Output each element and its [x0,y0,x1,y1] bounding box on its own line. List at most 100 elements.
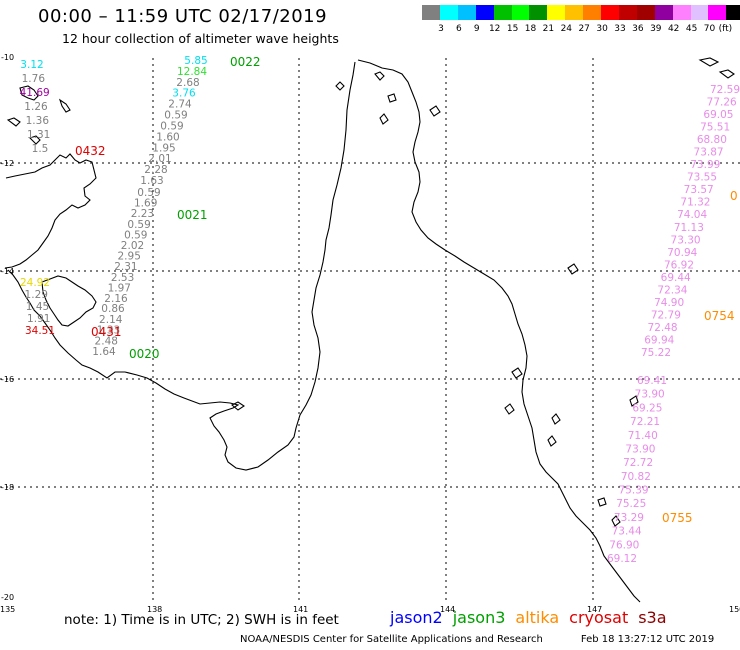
swh-value: 2.53 [111,272,134,284]
lat-label: -14 [1,267,14,276]
swh-value: 41.69 [20,87,50,99]
pass-time-label: 0431 [91,325,122,339]
lat-label: -10 [1,53,14,62]
scale-label: 24 [560,24,573,34]
swh-value: 69.41 [637,375,667,387]
scale-label: 30 [596,24,608,34]
lat-lon-grid: -10 -12 -14 -16 -18 -20 135 138 141 144 147 150 [0,53,740,614]
satellite-legend: jason2 jason3 altika cryosat s3a [390,608,677,627]
lon-label: 141 [293,605,308,614]
swh-value: 0.59 [160,120,183,132]
scale-swatch [493,5,512,20]
scale-swatch [439,5,458,20]
swh-value: 5.85 [184,55,207,67]
swh-value: 72.79 [651,309,681,321]
swh-value: 76.90 [609,539,639,551]
swh-value: 1.45 [26,301,49,313]
lat-label: -18 [1,483,14,492]
swh-value: 2.68 [176,77,199,89]
timestamp: Feb 18 13:27:12 UTC 2019 [580,634,715,645]
pass-time-label: 0022 [230,55,261,69]
scale-swatch [708,5,727,20]
swh-value: 1.95 [152,142,175,154]
lon-label: 144 [440,605,455,614]
swh-value: 1.36 [26,115,50,127]
map-title: 00:00 – 11:59 UTC 02/17/2019 [38,6,328,27]
swh-value: 1.63 [140,175,163,187]
swh-value: 69.12 [607,553,637,565]
swh-value: 72.34 [657,284,687,296]
scale-swatch [618,5,637,20]
lat-label: -20 [1,593,14,602]
pass-time-label: 0754 [704,309,735,323]
scale-label: 70 [703,24,716,34]
scale-label: 21 [542,24,555,34]
swh-value: 75.22 [641,347,671,359]
swh-value: 73.44 [612,526,642,538]
swh-value: 73.87 [694,147,724,159]
swh-value: 69.05 [703,109,733,121]
scale-label: 9 [473,24,480,34]
scale-swatch [601,5,619,20]
scale-swatch [565,5,584,20]
scale-label: 33 [614,24,626,34]
swh-value: 69.25 [632,402,662,414]
swh-value: 75.25 [616,498,646,510]
swh-value: 34.51 [25,325,55,337]
legend-s3a: s3a [638,608,667,627]
swh-value: 73.57 [684,184,714,196]
swh-value: 72.21 [630,416,660,428]
swh-value: 1.5 [32,143,49,155]
swh-value: 71.40 [628,430,658,442]
scale-label: 45 [685,24,698,34]
credit-text: NOAA/NESDIS Center for Satellite Applica… [240,634,543,645]
pass-time-label-clipped: 0 [730,189,738,203]
coastline [4,57,735,603]
legend-jason3: jason3 [452,608,506,627]
swh-value: 0.86 [101,303,125,315]
pass-time-label: 0432 [75,144,106,158]
swh-value: 73.30 [671,234,701,246]
swh-value: 0.59 [124,229,147,241]
scale-label: 18 [524,24,537,34]
swh-value: 73.55 [687,172,717,184]
legend-jason2: jason2 [390,608,443,627]
swh-value: 1.60 [156,131,179,143]
swh-value: 70.94 [667,247,697,259]
scale-swatch [690,5,709,20]
lon-label: 147 [587,605,602,614]
scale-swatch [511,5,530,20]
credit-line: NOAA/NESDIS Center for Satellite Applica… [240,634,714,645]
swh-value: 12.84 [177,66,207,78]
swh-value: 2.16 [104,293,128,305]
legend-altika: altika [515,608,560,627]
lat-label: -16 [1,375,14,384]
swh-value: 77.26 [707,97,737,109]
swh-value: 2.31 [114,261,137,273]
scale-label: 15 [506,24,519,34]
scale-swatch [672,5,691,20]
scale-label: 6 [456,24,462,34]
scale-swatch [475,5,494,20]
scale-swatch [547,5,566,20]
swh-value: 74.90 [654,297,684,309]
scale-swatch [636,5,655,20]
swh-value: 0.59 [127,219,150,231]
scale-swatch [583,5,602,20]
swh-value: 0.59 [164,110,187,122]
swh-value: 2.02 [121,240,144,252]
pass-time-label: 0020 [129,347,160,361]
altimeter-tracks: 5.8512.842.683.762.740.590.591.601.952.0… [20,55,740,565]
swh-value: 1.29 [25,289,48,301]
swh-value: 3.76 [172,88,196,100]
swh-value: 1.64 [92,346,116,358]
swh-value: 1.91 [27,313,50,325]
swh-value: 69.94 [644,334,674,346]
swh-value: 2.23 [131,208,154,220]
swh-value: 73.29 [614,512,644,524]
swh-value: 75.39 [619,485,649,497]
swh-value: 0.59 [137,187,160,199]
swh-value: 68.80 [697,134,727,146]
map-subtitle: 12 hour collection of altimeter wave hei… [62,31,339,46]
